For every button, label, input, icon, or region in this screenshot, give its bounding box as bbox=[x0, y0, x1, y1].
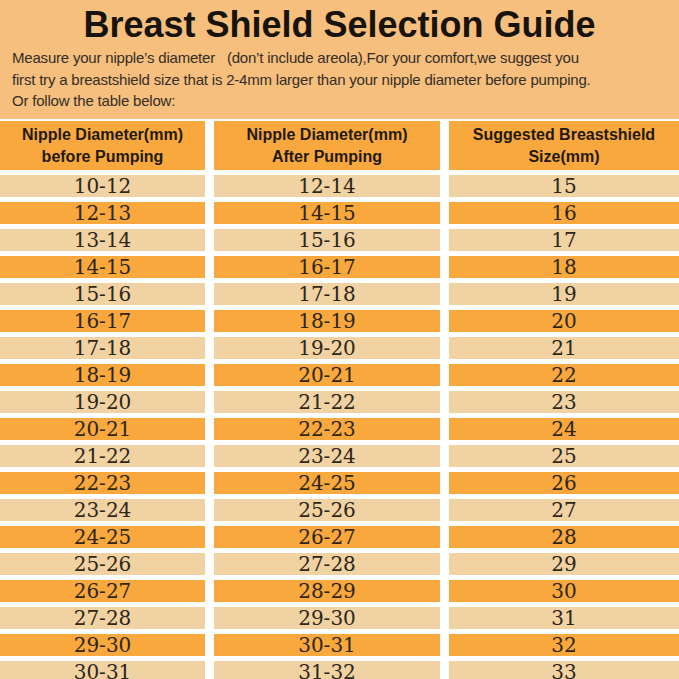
table-cell: 29-30 bbox=[0, 634, 205, 656]
table-cell: 15 bbox=[449, 175, 679, 197]
table-cell: 21-22 bbox=[214, 391, 440, 413]
table-cell: 21 bbox=[449, 337, 679, 359]
table-cell: 30-31 bbox=[0, 661, 205, 679]
table-cell: 27 bbox=[449, 499, 679, 521]
table-cell: 15-16 bbox=[214, 229, 440, 251]
table-cell: 24-25 bbox=[0, 526, 205, 548]
table-cell: 17-18 bbox=[214, 283, 440, 305]
table-cell: 16-17 bbox=[214, 256, 440, 278]
table-cell: 28 bbox=[449, 526, 679, 548]
table-cell: 31 bbox=[449, 607, 679, 629]
table-cell: 19-20 bbox=[214, 337, 440, 359]
table-cell: 16-17 bbox=[0, 310, 205, 332]
column-header-line: Suggested Breastshield bbox=[473, 124, 655, 146]
size-table-grid: Nipple Diameter(mm) before Pumping Nippl… bbox=[0, 121, 679, 679]
table-cell: 23-24 bbox=[214, 445, 440, 467]
table-cell: 29-30 bbox=[214, 607, 440, 629]
page-title: Breast Shield Selection Guide bbox=[0, 0, 679, 44]
table-cell: 12-13 bbox=[0, 202, 205, 224]
table-cell: 29 bbox=[449, 553, 679, 575]
table-cell: 25-26 bbox=[0, 553, 205, 575]
table-cell: 23-24 bbox=[0, 499, 205, 521]
table-cell: 19-20 bbox=[0, 391, 205, 413]
column-header-line: Nipple Diameter(mm) bbox=[247, 124, 408, 146]
column-header-line: before Pumping bbox=[42, 146, 164, 168]
table-cell: 24-25 bbox=[214, 472, 440, 494]
intro-line-1: Measure your nipple’s diameter (don’t in… bbox=[12, 47, 675, 69]
table-cell: 25 bbox=[449, 445, 679, 467]
table-cell: 27-28 bbox=[214, 553, 440, 575]
table-cell: 31-32 bbox=[214, 661, 440, 679]
column-header-suggested-size: Suggested Breastshield Size(mm) bbox=[449, 121, 679, 170]
table-cell: 30-31 bbox=[214, 634, 440, 656]
table-cell: 22-23 bbox=[0, 472, 205, 494]
table-cell: 28-29 bbox=[214, 580, 440, 602]
table-cell: 26-27 bbox=[0, 580, 205, 602]
size-table: Nipple Diameter(mm) before Pumping Nippl… bbox=[0, 119, 679, 679]
table-cell: 20-21 bbox=[214, 364, 440, 386]
intro-line-3: Or follow the table below: bbox=[12, 90, 675, 112]
table-cell: 13-14 bbox=[0, 229, 205, 251]
table-cell: 16 bbox=[449, 202, 679, 224]
column-header-before-pumping: Nipple Diameter(mm) before Pumping bbox=[0, 121, 205, 170]
table-cell: 20 bbox=[449, 310, 679, 332]
table-cell: 23 bbox=[449, 391, 679, 413]
column-header-after-pumping: Nipple Diameter(mm) After Pumping bbox=[214, 121, 440, 170]
table-cell: 14-15 bbox=[0, 256, 205, 278]
table-cell: 30 bbox=[449, 580, 679, 602]
table-cell: 18-19 bbox=[0, 364, 205, 386]
table-cell: 17-18 bbox=[0, 337, 205, 359]
table-cell: 27-28 bbox=[0, 607, 205, 629]
table-cell: 19 bbox=[449, 283, 679, 305]
table-cell: 25-26 bbox=[214, 499, 440, 521]
table-cell: 24 bbox=[449, 418, 679, 440]
column-header-line: Size(mm) bbox=[528, 146, 599, 168]
intro-line-2: first try a breastshield size that is 2-… bbox=[12, 69, 675, 91]
table-cell: 22-23 bbox=[214, 418, 440, 440]
table-cell: 22 bbox=[449, 364, 679, 386]
table-cell: 33 bbox=[449, 661, 679, 679]
table-cell: 18-19 bbox=[214, 310, 440, 332]
table-cell: 17 bbox=[449, 229, 679, 251]
table-cell: 20-21 bbox=[0, 418, 205, 440]
table-cell: 15-16 bbox=[0, 283, 205, 305]
column-header-line: Nipple Diameter(mm) bbox=[22, 124, 183, 146]
table-cell: 14-15 bbox=[214, 202, 440, 224]
intro-text: Measure your nipple’s diameter (don’t in… bbox=[0, 44, 679, 117]
page-background: Breast Shield Selection Guide Measure yo… bbox=[0, 0, 679, 679]
table-cell: 21-22 bbox=[0, 445, 205, 467]
table-cell: 12-14 bbox=[214, 175, 440, 197]
table-cell: 32 bbox=[449, 634, 679, 656]
table-cell: 26 bbox=[449, 472, 679, 494]
table-cell: 26-27 bbox=[214, 526, 440, 548]
column-header-line: After Pumping bbox=[272, 146, 382, 168]
table-cell: 18 bbox=[449, 256, 679, 278]
table-cell: 10-12 bbox=[0, 175, 205, 197]
